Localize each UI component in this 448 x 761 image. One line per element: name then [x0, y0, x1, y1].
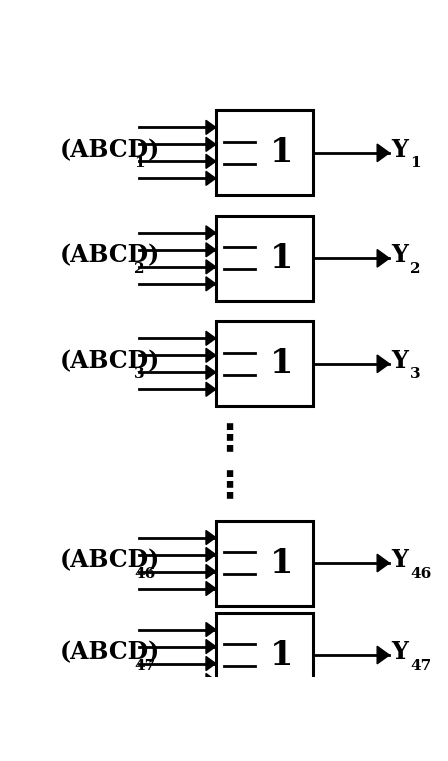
Text: 1: 1	[410, 157, 421, 170]
Text: Y: Y	[391, 138, 408, 162]
Polygon shape	[206, 137, 216, 151]
Polygon shape	[206, 565, 216, 578]
Polygon shape	[377, 646, 389, 664]
Polygon shape	[206, 331, 216, 345]
Text: (ABCD): (ABCD)	[60, 548, 160, 572]
Polygon shape	[377, 144, 389, 161]
Bar	[216, 613, 313, 698]
Text: 3: 3	[410, 368, 421, 381]
Polygon shape	[206, 260, 216, 274]
Polygon shape	[206, 243, 216, 257]
Text: 2: 2	[134, 262, 145, 276]
Text: 1: 1	[270, 546, 293, 580]
Polygon shape	[206, 226, 216, 240]
Bar	[216, 521, 313, 606]
Polygon shape	[377, 355, 389, 373]
Bar	[216, 110, 313, 196]
Text: 1: 1	[270, 242, 293, 275]
Text: Y: Y	[391, 548, 408, 572]
Polygon shape	[206, 547, 216, 562]
Polygon shape	[206, 382, 216, 396]
Text: 46: 46	[410, 567, 431, 581]
Polygon shape	[206, 581, 216, 596]
Text: 2: 2	[410, 262, 421, 276]
Polygon shape	[206, 639, 216, 654]
Polygon shape	[377, 554, 389, 572]
Text: 1: 1	[134, 157, 145, 170]
Text: Y: Y	[391, 640, 408, 664]
Bar	[216, 216, 313, 301]
Polygon shape	[206, 530, 216, 545]
Polygon shape	[206, 349, 216, 362]
Text: Y: Y	[391, 349, 408, 373]
Bar	[216, 321, 313, 406]
Polygon shape	[206, 120, 216, 135]
Text: ⋮: ⋮	[211, 423, 248, 457]
Polygon shape	[206, 277, 216, 291]
Text: (ABCD): (ABCD)	[60, 138, 160, 162]
Polygon shape	[377, 250, 389, 267]
Text: 1: 1	[270, 136, 293, 170]
Text: 47: 47	[134, 658, 155, 673]
Text: (ABCD): (ABCD)	[60, 349, 160, 373]
Text: 46: 46	[134, 567, 155, 581]
Text: 3: 3	[134, 368, 145, 381]
Polygon shape	[206, 657, 216, 670]
Text: 1: 1	[270, 347, 293, 380]
Polygon shape	[206, 365, 216, 379]
Polygon shape	[206, 171, 216, 186]
Text: (ABCD): (ABCD)	[60, 640, 160, 664]
Text: Y: Y	[391, 244, 408, 267]
Polygon shape	[206, 154, 216, 168]
Text: 47: 47	[410, 658, 431, 673]
Text: ⋮: ⋮	[211, 470, 248, 504]
Text: (ABCD): (ABCD)	[60, 244, 160, 267]
Polygon shape	[206, 622, 216, 636]
Polygon shape	[206, 673, 216, 687]
Text: 1: 1	[270, 638, 293, 671]
